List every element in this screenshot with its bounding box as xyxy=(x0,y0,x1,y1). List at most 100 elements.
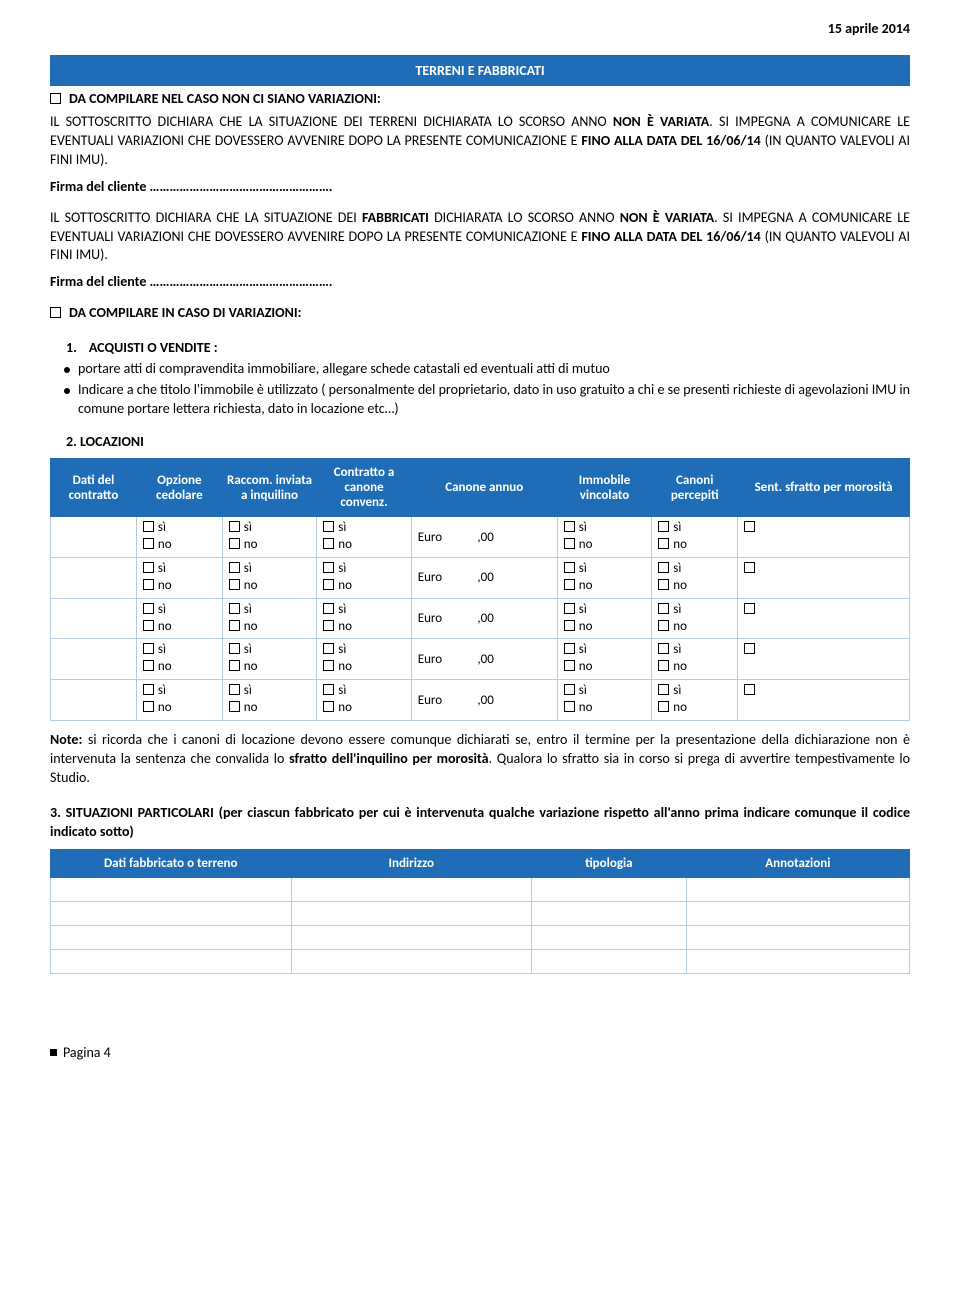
table-header: Sent. sfratto per morosità xyxy=(738,459,910,517)
page-footer: Pagina 4 xyxy=(50,1044,910,1061)
table-header: Dati del contratto xyxy=(51,459,137,517)
table-header: Canone annuo xyxy=(411,459,557,517)
yes-no-cell[interactable]: sìno xyxy=(652,639,738,680)
checkbox-cell[interactable] xyxy=(738,598,910,639)
checkbox-cell[interactable] xyxy=(738,639,910,680)
empty-cell[interactable] xyxy=(51,557,137,598)
yes-no-cell[interactable]: sìno xyxy=(222,517,316,558)
yes-no-cell[interactable]: sìno xyxy=(317,598,411,639)
table-row: sìnosìnosìnoEuro ,00sìnosìno xyxy=(51,517,910,558)
table-row: sìnosìnosìnoEuro ,00sìnosìno xyxy=(51,598,910,639)
table-row xyxy=(51,902,910,926)
table-row: sìnosìnosìnoEuro ,00sìnosìno xyxy=(51,680,910,721)
empty-cell[interactable] xyxy=(686,926,909,950)
canone-cell[interactable]: Euro ,00 xyxy=(411,680,557,721)
table-header: tipologia xyxy=(532,850,687,878)
page-date: 15 aprile 2014 xyxy=(50,20,910,37)
yes-no-cell[interactable]: sìno xyxy=(136,557,222,598)
checkbox-cell[interactable] xyxy=(738,517,910,558)
yes-no-cell[interactable]: sìno xyxy=(136,517,222,558)
terreni-declaration: IL SOTTOSCRITTO DICHIARA CHE LA SITUAZIO… xyxy=(50,113,910,170)
canone-cell[interactable]: Euro ,00 xyxy=(411,639,557,680)
empty-cell[interactable] xyxy=(51,639,137,680)
empty-cell[interactable] xyxy=(686,902,909,926)
signature-line-1: Firma del cliente ………………………………………………. xyxy=(50,178,910,195)
situazioni-heading: 3. SITUAZIONI PARTICOLARI (per ciascun f… xyxy=(50,804,910,842)
yes-no-cell[interactable]: sìno xyxy=(652,557,738,598)
yes-no-cell[interactable]: sìno xyxy=(222,639,316,680)
yes-no-cell[interactable]: sìno xyxy=(222,557,316,598)
table-row xyxy=(51,926,910,950)
cb-variazioni-label: DA COMPILARE IN CASO DI VARIAZIONI: xyxy=(69,304,301,321)
section-title: TERRENI E FABBRICATI xyxy=(50,55,910,86)
empty-cell[interactable] xyxy=(291,926,532,950)
locazioni-heading: 2. LOCAZIONI xyxy=(50,433,910,450)
yes-no-cell[interactable]: sìno xyxy=(557,517,651,558)
table-header: Dati fabbricato o terreno xyxy=(51,850,292,878)
table-row xyxy=(51,950,910,974)
checkbox-icon[interactable] xyxy=(50,307,61,318)
table-header: Annotazioni xyxy=(686,850,909,878)
table-row: sìnosìnosìnoEuro ,00sìnosìno xyxy=(51,639,910,680)
bullet-icon xyxy=(64,388,70,394)
table-row: sìnosìnosìnoEuro ,00sìnosìno xyxy=(51,557,910,598)
bullet-icon xyxy=(64,367,70,373)
checkbox-icon[interactable] xyxy=(50,93,61,104)
fabbricato-table: Dati fabbricato o terrenoIndirizzotipolo… xyxy=(50,849,910,974)
fabbricati-declaration: IL SOTTOSCRITTO DICHIARA CHE LA SITUAZIO… xyxy=(50,209,910,266)
empty-cell[interactable] xyxy=(51,517,137,558)
yes-no-cell[interactable]: sìno xyxy=(557,680,651,721)
checkbox-cell[interactable] xyxy=(738,557,910,598)
table-header: Contratto a canone convenz. xyxy=(317,459,411,517)
empty-cell[interactable] xyxy=(291,902,532,926)
empty-cell[interactable] xyxy=(51,598,137,639)
yes-no-cell[interactable]: sìno xyxy=(136,598,222,639)
canone-cell[interactable]: Euro ,00 xyxy=(411,517,557,558)
locazioni-table: Dati del contrattoOpzione cedolareRaccom… xyxy=(50,458,910,721)
yes-no-cell[interactable]: sìno xyxy=(652,598,738,639)
signature-line-2: Firma del cliente ………………………………………………. xyxy=(50,273,910,290)
acquisti-heading: 1. ACQUISTI O VENDITE : xyxy=(50,339,910,356)
empty-cell[interactable] xyxy=(51,680,137,721)
yes-no-cell[interactable]: sìno xyxy=(136,639,222,680)
table-header: Raccom. inviata a inquilino xyxy=(222,459,316,517)
yes-no-cell[interactable]: sìno xyxy=(136,680,222,721)
bullet-icon xyxy=(50,1049,57,1056)
acquisti-bullet-2: Indicare a che titolo l'immobile è utili… xyxy=(50,381,910,419)
cb-no-variazioni[interactable]: DA COMPILARE NEL CASO NON CI SIANO VARIA… xyxy=(50,90,910,107)
empty-cell[interactable] xyxy=(51,878,292,902)
empty-cell[interactable] xyxy=(532,926,687,950)
canone-cell[interactable]: Euro ,00 xyxy=(411,598,557,639)
empty-cell[interactable] xyxy=(51,902,292,926)
yes-no-cell[interactable]: sìno xyxy=(222,680,316,721)
acquisti-bullet-1: portare atti di compravendita immobiliar… xyxy=(50,360,910,377)
table-header: Immobile vincolato xyxy=(557,459,651,517)
empty-cell[interactable] xyxy=(532,902,687,926)
yes-no-cell[interactable]: sìno xyxy=(317,557,411,598)
yes-no-cell[interactable]: sìno xyxy=(557,639,651,680)
empty-cell[interactable] xyxy=(686,950,909,974)
yes-no-cell[interactable]: sìno xyxy=(317,680,411,721)
yes-no-cell[interactable]: sìno xyxy=(222,598,316,639)
empty-cell[interactable] xyxy=(51,950,292,974)
empty-cell[interactable] xyxy=(51,926,292,950)
yes-no-cell[interactable]: sìno xyxy=(317,639,411,680)
table-header: Canoni percepiti xyxy=(652,459,738,517)
empty-cell[interactable] xyxy=(532,878,687,902)
cb-variazioni[interactable]: DA COMPILARE IN CASO DI VARIAZIONI: xyxy=(50,304,910,321)
empty-cell[interactable] xyxy=(532,950,687,974)
empty-cell[interactable] xyxy=(291,950,532,974)
cb-no-variazioni-label: DA COMPILARE NEL CASO NON CI SIANO VARIA… xyxy=(69,90,381,107)
yes-no-cell[interactable]: sìno xyxy=(557,598,651,639)
checkbox-cell[interactable] xyxy=(738,680,910,721)
yes-no-cell[interactable]: sìno xyxy=(317,517,411,558)
yes-no-cell[interactable]: sìno xyxy=(652,517,738,558)
table-header: Opzione cedolare xyxy=(136,459,222,517)
table-row xyxy=(51,878,910,902)
table-header: Indirizzo xyxy=(291,850,532,878)
empty-cell[interactable] xyxy=(686,878,909,902)
yes-no-cell[interactable]: sìno xyxy=(557,557,651,598)
empty-cell[interactable] xyxy=(291,878,532,902)
yes-no-cell[interactable]: sìno xyxy=(652,680,738,721)
canone-cell[interactable]: Euro ,00 xyxy=(411,557,557,598)
